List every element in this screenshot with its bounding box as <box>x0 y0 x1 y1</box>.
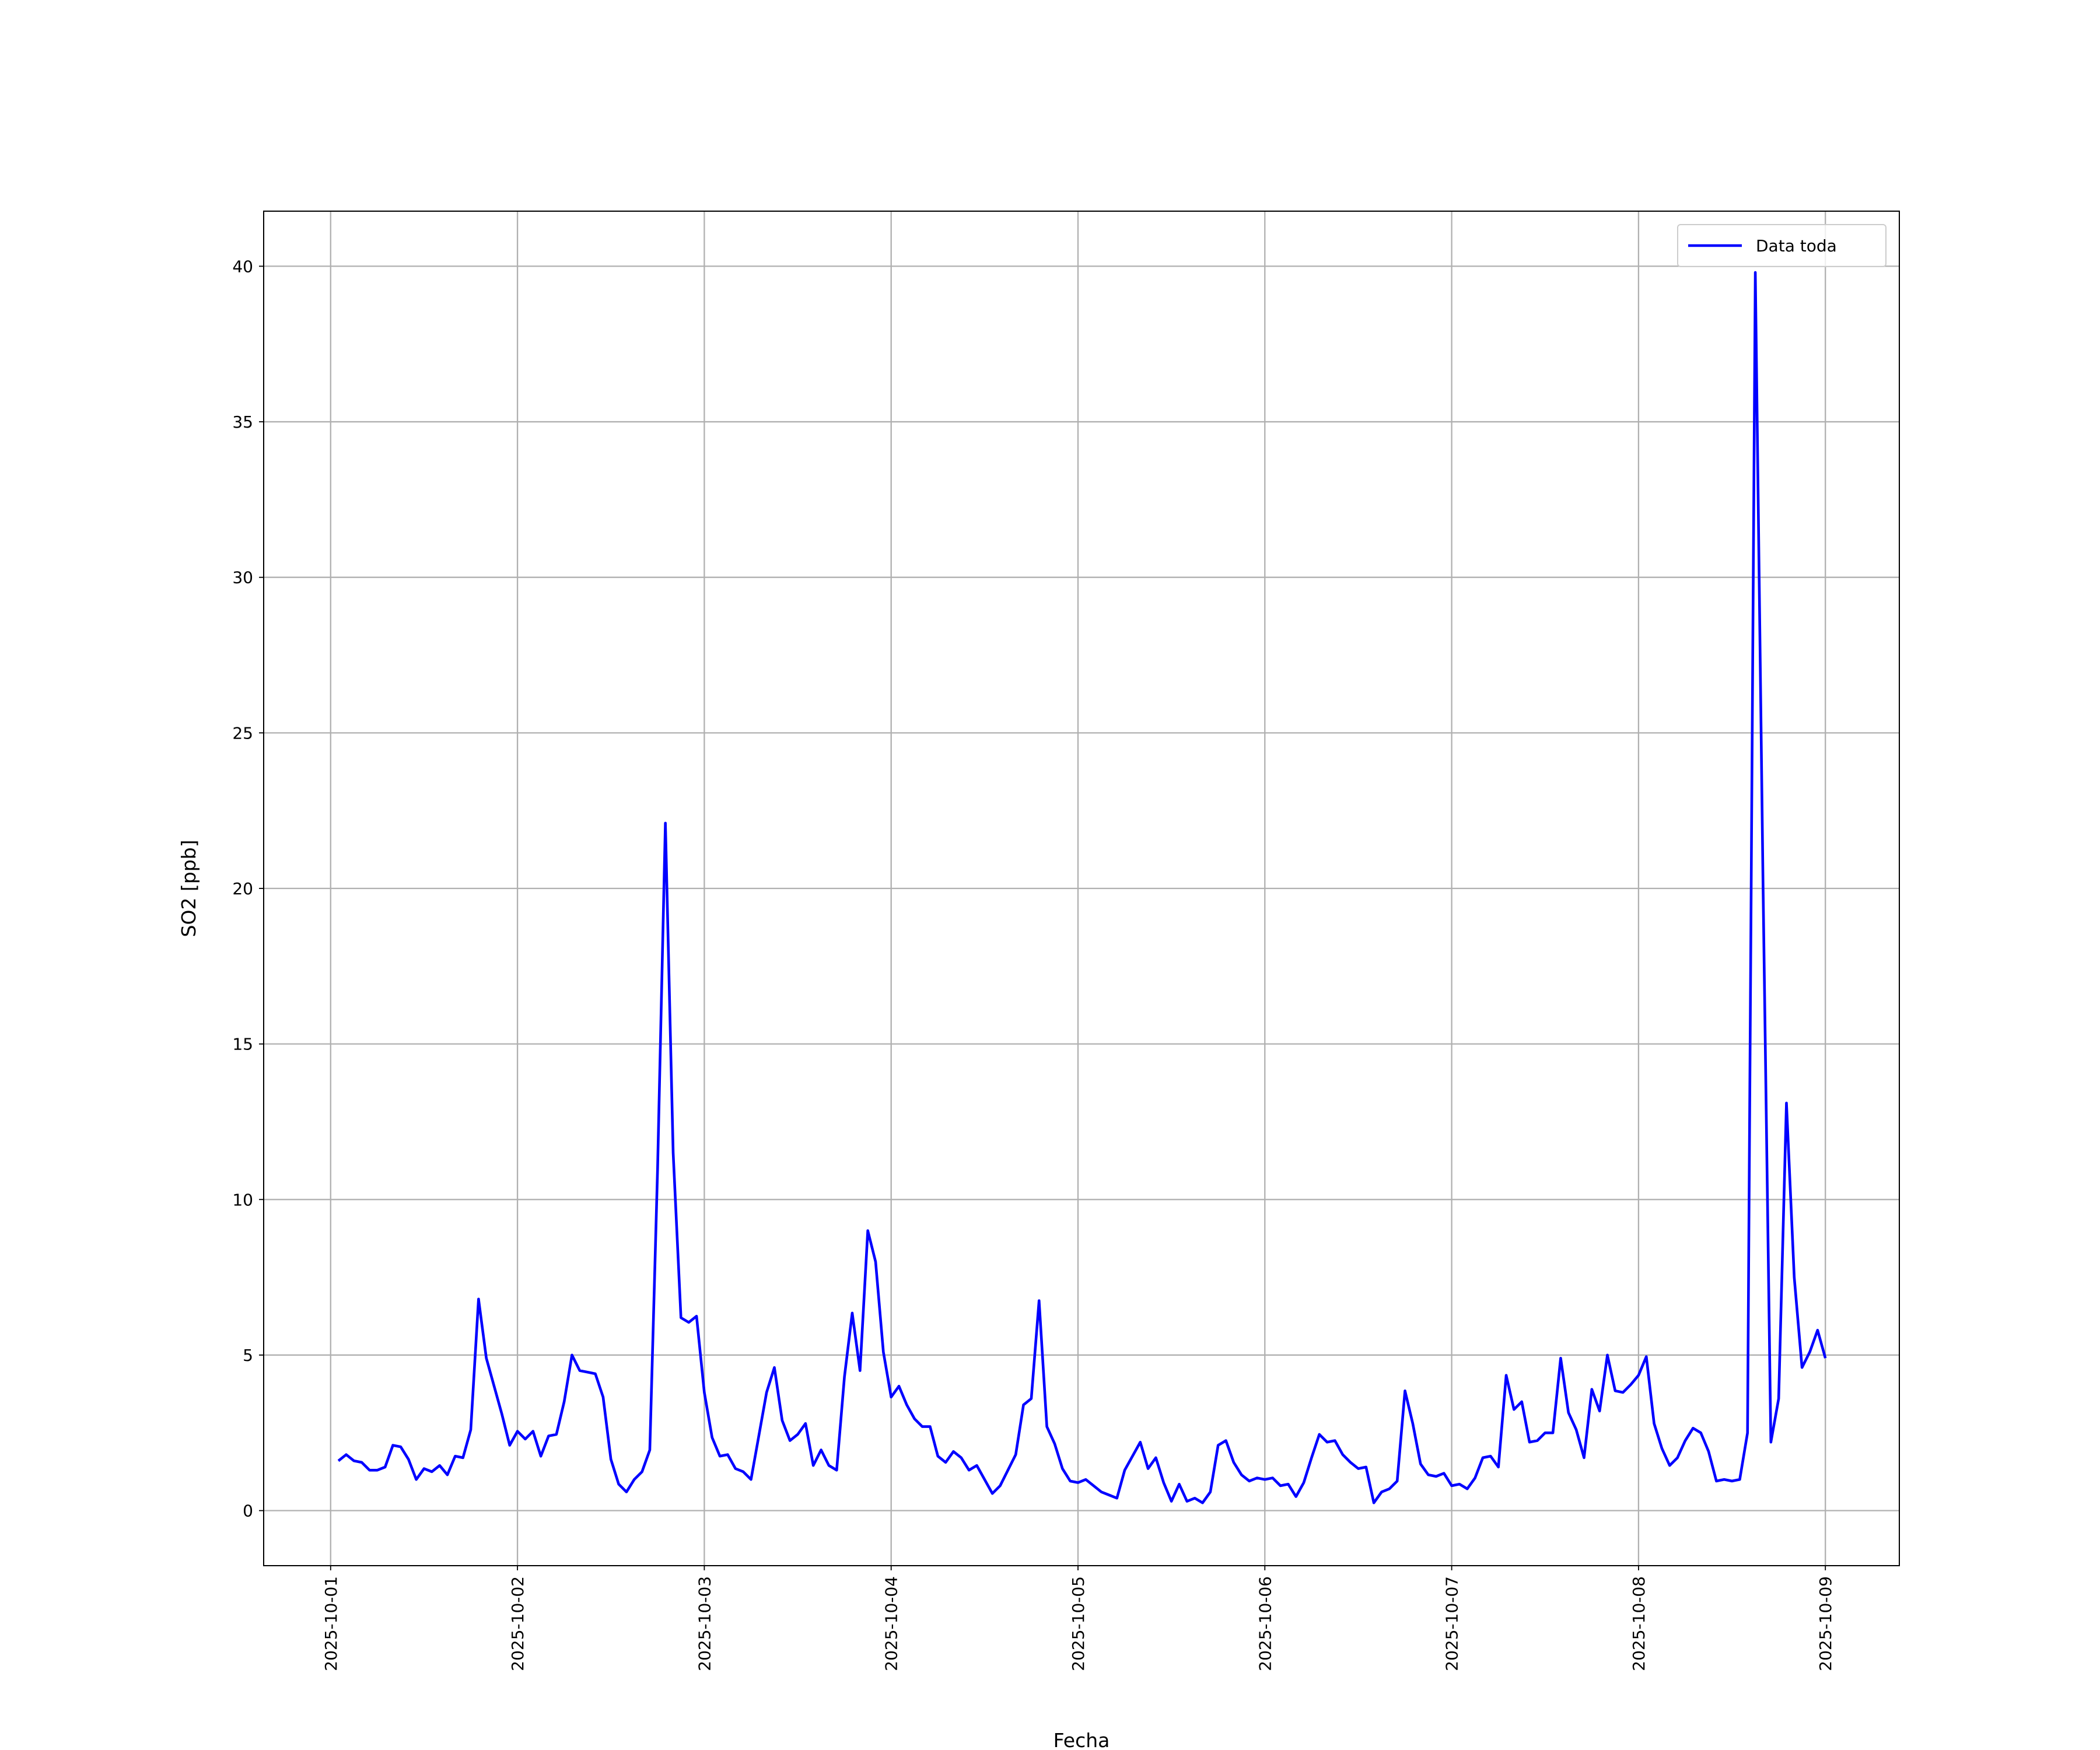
legend: Data toda <box>1677 224 1887 267</box>
x-tick-label: 2025-10-05 <box>1069 1576 1088 1671</box>
plot-area <box>337 271 1827 1504</box>
x-tick-label: 2025-10-09 <box>1816 1576 1835 1671</box>
grid <box>264 211 1899 1566</box>
axes-frame <box>263 211 1900 1566</box>
x-tick-label: 2025-10-01 <box>321 1576 341 1671</box>
x-tick-label: 2025-10-03 <box>695 1576 714 1671</box>
y-tick-label: 0 <box>243 1502 253 1521</box>
line <box>337 271 1827 1504</box>
y-tick-label: 15 <box>232 1035 253 1054</box>
x-tick-label: 2025-10-08 <box>1629 1576 1648 1671</box>
y-tick-label: 35 <box>232 412 253 432</box>
legend-box <box>1677 224 1887 267</box>
y-tick-label: 5 <box>243 1346 253 1365</box>
y-tick-label: 10 <box>232 1190 253 1209</box>
legend-label: Data toda <box>1756 236 1837 256</box>
y-tick-label: 40 <box>232 257 253 276</box>
x-tick-label: 2025-10-04 <box>882 1576 901 1671</box>
y-tick-label: 20 <box>232 879 253 898</box>
x-tick-label: 2025-10-02 <box>508 1576 527 1671</box>
y-axis-label: SO2 [ppb] <box>177 840 200 937</box>
x-tick-label: 2025-10-07 <box>1443 1576 1462 1671</box>
y-tick-label: 30 <box>232 568 253 587</box>
y-tick-label: 25 <box>232 723 253 743</box>
x-axis-label: Fecha <box>1054 1729 1110 1750</box>
x-tick-label: 2025-10-06 <box>1255 1576 1275 1671</box>
